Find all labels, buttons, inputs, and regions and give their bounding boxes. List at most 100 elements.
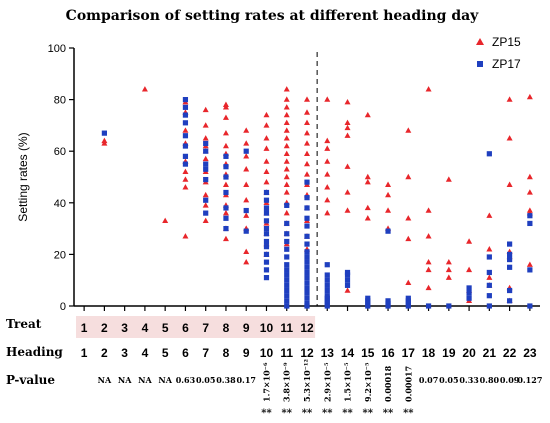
- zp17-point: [263, 259, 270, 265]
- zp15-point: [202, 217, 209, 224]
- zp15-point: [283, 119, 290, 126]
- heading-cell: 12: [300, 346, 314, 360]
- zp15-point: [283, 111, 290, 118]
- zp17-point: [466, 295, 472, 301]
- treat-highlight: [76, 316, 316, 338]
- zp17-point: [466, 290, 472, 296]
- zp17-point: [304, 259, 310, 265]
- zp15-point: [243, 248, 250, 255]
- zp15-point: [222, 142, 229, 149]
- zp15-point: [202, 135, 209, 141]
- zp17-point: [486, 151, 492, 157]
- heading-cell: 2: [101, 346, 108, 360]
- zp15-point: [202, 122, 209, 128]
- zp17-point: [263, 238, 270, 245]
- zp15-point: [344, 207, 351, 213]
- zp17-point: [182, 120, 189, 126]
- heading-cell: 8: [223, 346, 230, 360]
- legend-zp17-label: ZP17: [492, 57, 521, 71]
- zp17-point: [507, 298, 513, 304]
- zp15-point: [182, 176, 189, 182]
- zp17-point: [304, 205, 310, 211]
- zp15-point: [385, 207, 392, 213]
- heading-cell: 22: [503, 346, 517, 360]
- zp17-point: [344, 282, 351, 288]
- zp15-point: [304, 119, 310, 126]
- zp15-point: [263, 135, 270, 141]
- significance-stars: **: [261, 408, 272, 419]
- heading-cell: 21: [483, 346, 497, 360]
- zp15-point: [506, 96, 513, 102]
- zp15-point: [304, 96, 310, 102]
- zp15-point: [526, 93, 533, 100]
- zp17-point: [527, 213, 533, 219]
- zp15-point: [243, 212, 250, 218]
- zp15-point: [141, 86, 148, 92]
- zp15-point: [283, 86, 290, 92]
- zp17-point: [486, 282, 492, 288]
- treat-row: 1 2 3 4 5 6 7 8 9 10 11 12: [76, 316, 316, 338]
- zp17-point: [304, 241, 310, 247]
- pvalue-cell: 5.3×10⁻¹²: [302, 359, 312, 402]
- zp17-point: [182, 143, 189, 149]
- zp17-point: [304, 215, 310, 221]
- zp17-point: [304, 233, 310, 239]
- zp17-point: [304, 269, 310, 276]
- zp15-point: [202, 202, 209, 208]
- zp15-point: [283, 173, 290, 180]
- zp17-point: [304, 295, 310, 301]
- zp17-point: [101, 130, 107, 136]
- zp15-point: [324, 171, 331, 177]
- zp17-point: [304, 264, 310, 270]
- zp15-point: [283, 127, 290, 133]
- zp15-point: [283, 150, 290, 156]
- zp15-point: [445, 266, 452, 273]
- zp17-point: [507, 251, 513, 257]
- zp17-point: [263, 251, 270, 257]
- heading-cell: 7: [202, 346, 209, 360]
- zp15-point: [425, 86, 432, 92]
- zp15-point: [283, 166, 290, 172]
- zp15-point: [324, 158, 331, 164]
- heading-cell: 15: [361, 346, 375, 360]
- zp15-point: [243, 127, 250, 133]
- zp17-point: [203, 140, 209, 147]
- zp17-point: [203, 176, 209, 183]
- zp17-point: [182, 153, 189, 159]
- treat-cell: 3: [121, 321, 128, 335]
- zp17-point: [203, 166, 209, 172]
- heading-cell: 5: [162, 346, 169, 360]
- treat-cell: 6: [182, 321, 189, 335]
- legend: ZP15 ZP17: [476, 35, 521, 71]
- zp15-point: [526, 207, 533, 213]
- zp17-point: [223, 189, 229, 196]
- zp15-point: [364, 111, 371, 118]
- y-axis-label: Setting rates (%): [16, 132, 30, 221]
- zp17-point: [527, 267, 533, 273]
- zp17-point: [263, 244, 270, 250]
- treat-cell: 11: [280, 321, 293, 335]
- zp15-point: [364, 215, 371, 221]
- zp15-point: [283, 158, 290, 164]
- zp17-point: [385, 228, 391, 234]
- pvalue-cell: 0.127: [517, 375, 542, 385]
- zp17-point: [182, 161, 189, 167]
- y-tick-label: 60: [54, 146, 66, 158]
- significance-stars: **: [322, 408, 333, 419]
- zp15-point: [425, 233, 432, 239]
- y-tick-label: 80: [54, 95, 66, 107]
- zp15-point: [182, 233, 189, 239]
- zp15-point: [182, 184, 189, 190]
- y-tick-label: 100: [48, 43, 66, 55]
- treat-cell: 4: [142, 321, 149, 335]
- zp17-point: [304, 223, 310, 229]
- heading-cell: 13: [321, 346, 335, 360]
- zp17-point: [324, 262, 330, 268]
- zp17-point: [405, 295, 411, 301]
- pvalue-cell: 1.5×10⁻⁵: [343, 362, 353, 402]
- zp17-point: [284, 231, 290, 237]
- zp17-point: [507, 287, 513, 294]
- data-points: [101, 86, 533, 309]
- zp15-point: [324, 209, 331, 216]
